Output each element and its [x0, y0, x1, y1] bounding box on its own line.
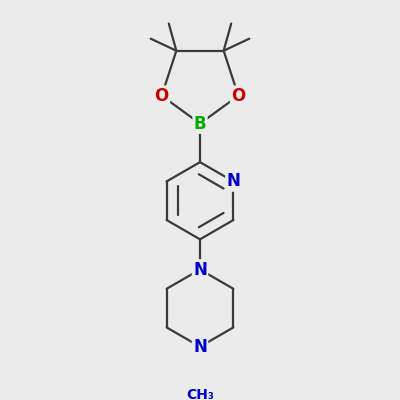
Text: CH₃: CH₃	[186, 388, 214, 400]
Text: B: B	[194, 114, 206, 132]
Text: N: N	[193, 338, 207, 356]
Text: O: O	[154, 87, 169, 105]
Text: N: N	[226, 172, 240, 190]
Text: O: O	[231, 87, 246, 105]
Text: N: N	[193, 260, 207, 278]
